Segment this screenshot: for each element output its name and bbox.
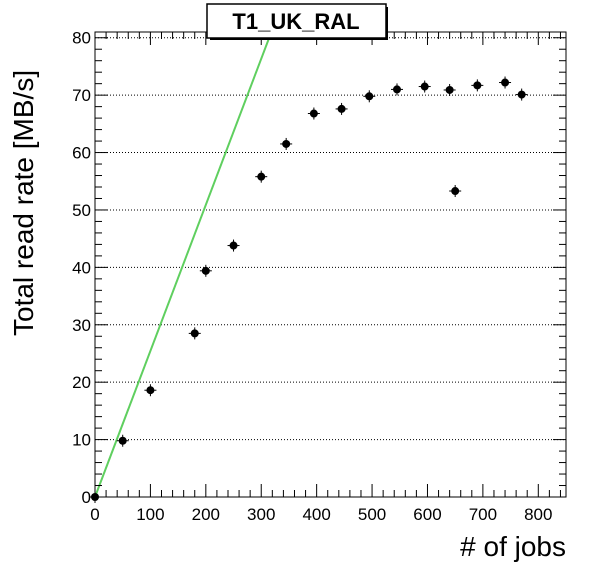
data-point [144,384,157,397]
data-point [390,83,403,96]
data-point [363,90,376,103]
x-tick-label: 600 [413,505,441,524]
data-point [443,83,456,96]
y-tick-label: 60 [72,144,91,163]
y-tick-label: 40 [72,258,91,277]
data-points [89,76,528,503]
data-point [188,327,201,340]
y-tick-label: 30 [72,316,91,335]
x-tick-label: 100 [136,505,164,524]
x-tick-label: 200 [192,505,220,524]
x-tick-label: 0 [90,505,99,524]
data-point [471,79,484,92]
y-tick-label: 70 [72,86,91,105]
data-point [116,434,129,447]
data-point [199,264,212,277]
data-point [227,239,240,252]
data-point [335,102,348,115]
title-box: T1_UK_RAL [206,3,388,40]
fit-line [95,32,273,497]
fit-line-group [95,32,273,497]
x-tick-label: 400 [302,505,330,524]
y-axis-label: Total read rate [MB/s] [8,70,39,336]
x-tick-label: 500 [358,505,386,524]
data-point [499,76,512,89]
grid-lines [95,37,566,441]
data-point [280,137,293,150]
data-point [449,185,462,198]
x-tick-label: 800 [524,505,552,524]
x-tick-label: 700 [469,505,497,524]
y-tick-label: 50 [72,201,91,220]
data-point [418,80,431,93]
x-tick-labels: 0 100 200 300 400 500 600 700 800 [90,505,552,524]
data-point [255,170,268,183]
chart-title: T1_UK_RAL [232,9,359,34]
x-axis-label: # of jobs [460,531,566,562]
x-tick-label: 300 [247,505,275,524]
y-tick-label: 20 [72,373,91,392]
y-tick-label: 10 [72,431,91,450]
y-tick-labels: 0 10 20 30 40 50 60 70 80 [72,29,91,507]
data-point [515,88,528,101]
y-tick-label: 80 [72,29,91,48]
y-tick-label: 0 [82,488,91,507]
data-point [307,107,320,120]
